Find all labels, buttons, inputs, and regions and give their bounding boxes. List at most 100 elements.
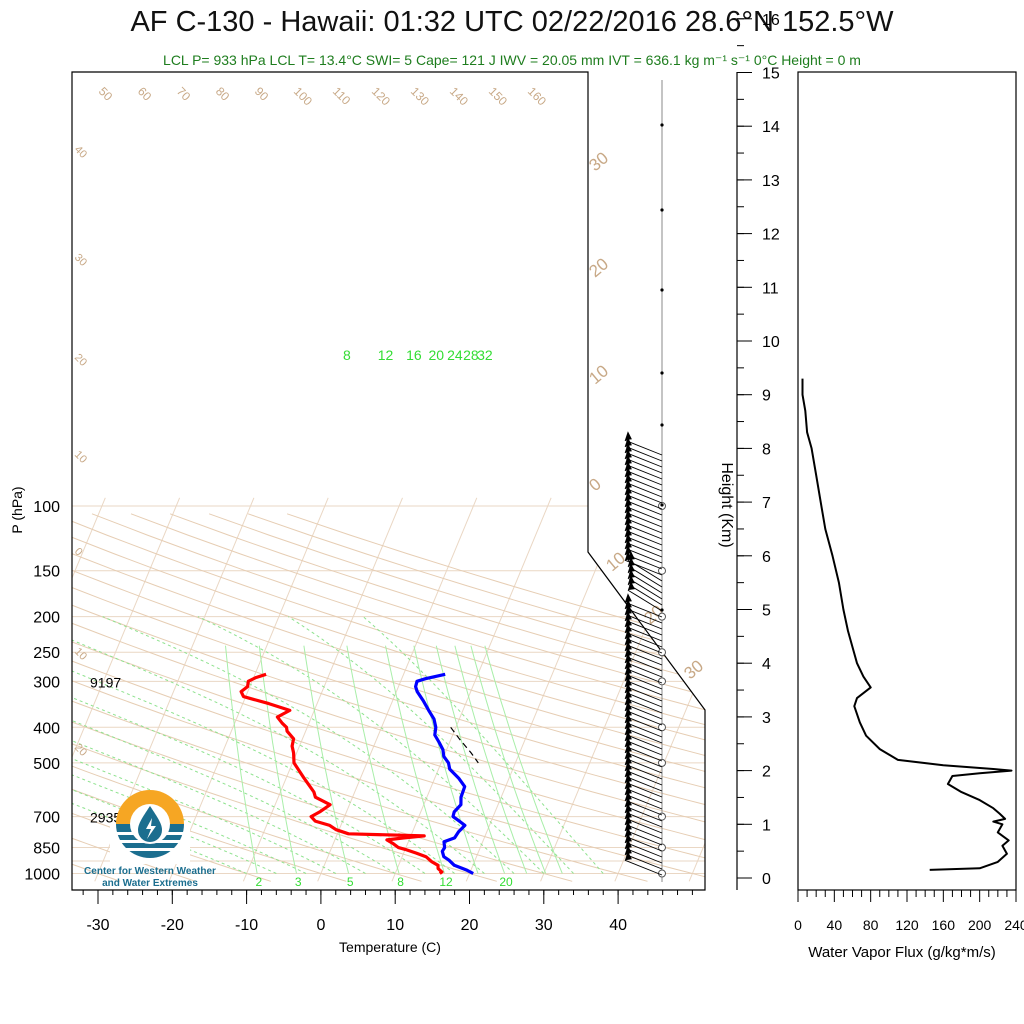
moist-adiabat-line (72, 691, 247, 874)
wind-barb-staff (624, 685, 663, 702)
height-tick-label: 4 (762, 656, 771, 673)
mixing-ratio-line (225, 645, 258, 874)
wind-barb-staff (624, 829, 663, 846)
mixing-ratio-bottom-label: 20 (499, 875, 513, 889)
isotherm-line (168, 497, 329, 882)
wind-barb-flag (624, 599, 632, 609)
height-tick-label: 16 (762, 12, 780, 29)
wind-barb-staff (624, 811, 663, 828)
moist-adiabat-right-label: 30 (585, 148, 612, 175)
wind-barb-staff (624, 739, 663, 756)
dry-adiabat-label: 130 (408, 84, 432, 108)
x-axis-label: Temperature (C) (339, 939, 441, 955)
flux-tick-label: 80 (863, 917, 879, 933)
wind-barb-flag (624, 647, 632, 657)
dry-adiabat-label: 110 (330, 84, 354, 108)
height-tick-label: 13 (762, 173, 780, 190)
wind-barb-flag (624, 683, 632, 693)
wind-barb-flag (624, 539, 632, 549)
dry-adiabat-line (72, 513, 271, 882)
wind-barb-staff (624, 439, 663, 456)
wind-barb-staff (624, 709, 663, 726)
wind-barb-flag (624, 677, 632, 687)
temperature-tick-label: 10 (386, 917, 404, 934)
dry-adiabat-label: 150 (486, 84, 510, 108)
wind-barb-staff (624, 787, 663, 804)
wind-barb-flag (624, 605, 632, 615)
moist-adiabat-line (72, 620, 396, 874)
wind-level-marker (658, 812, 666, 821)
wind-barb-flag (624, 821, 632, 831)
mixing-ratio-bottom-label: 2 (256, 875, 263, 889)
wind-barb-staff (624, 799, 663, 816)
dry-adiabat-label: 140 (447, 84, 471, 108)
moist-adiabat-right-label: 20 (585, 254, 612, 281)
mixing-ratio-bottom-label: 3 (295, 875, 302, 889)
pressure-tick-label: 850 (33, 841, 60, 858)
wind-barb-staff (624, 487, 663, 504)
chart-title: AF C-130 - Hawaii: 01:32 UTC 02/22/2016 … (130, 6, 894, 38)
dry-adiabat-label: 120 (369, 84, 393, 108)
mixing-ratio-bottom-label: 12 (439, 875, 453, 889)
dry-adiabat-line (247, 513, 705, 882)
wind-barb-flag (624, 713, 632, 723)
dry-adiabat-line (72, 513, 705, 882)
wind-barb-flag (624, 701, 632, 711)
wind-barb-staff (624, 769, 663, 786)
pressure-tick-label: 150 (33, 564, 60, 581)
wind-barb-flag (624, 461, 632, 471)
wind-barb-flag (624, 443, 632, 453)
cw3e-logo-icon (110, 790, 190, 864)
mixing-ratio-label: 32 (477, 347, 493, 363)
dry-adiabat-line (72, 513, 705, 882)
dry-adiabat-line (72, 513, 705, 882)
wind-barb-staff (624, 625, 663, 642)
wind-barb-staff (624, 691, 663, 708)
wind-barb-staff (624, 859, 663, 876)
wind-barb-flag (624, 503, 632, 513)
wind-barb-flag (624, 467, 632, 477)
wind-barb-flag (624, 833, 632, 843)
wind-barb-flag (627, 557, 635, 567)
temperature-tick-label: 30 (535, 917, 553, 934)
pressure-tick-label: 500 (33, 756, 60, 773)
dry-adiabat-label: 80 (213, 84, 233, 104)
wind-barb-flag (624, 617, 632, 627)
wind-barb-staff (624, 763, 663, 780)
dry-adiabat-line (286, 513, 705, 882)
dry-adiabat-label: 90 (252, 84, 272, 104)
dewpoint-line (239, 672, 444, 875)
wind-barb-staff (624, 637, 663, 654)
wind-level-marker (658, 843, 666, 852)
height-tick-label: 6 (762, 549, 771, 566)
wind-barb-staff (624, 649, 663, 666)
wind-barb-flag (627, 569, 635, 579)
wind-barb-staff (624, 655, 663, 672)
wind-barb-staff (624, 463, 663, 480)
dry-adiabat-label: 160 (525, 84, 549, 108)
wind-barb-flag (624, 671, 632, 681)
mixing-ratio-line (435, 645, 506, 874)
mixing-ratio-label: 16 (406, 347, 422, 363)
wind-barb-staff (624, 673, 663, 690)
wind-barb-flag (624, 455, 632, 465)
wind-barb-staff (624, 469, 663, 486)
temperature-left-label: 20 (72, 352, 89, 369)
moist-adiabat-right-label: 30 (680, 656, 707, 683)
dry-adiabat-label: 100 (291, 84, 315, 108)
wind-barb-flag (624, 431, 632, 441)
wind-barb-flag (627, 551, 635, 561)
logo-text-line2: and Water Extremes (102, 878, 198, 889)
height-tick-label: 11 (762, 280, 779, 297)
mixing-ratio-label: 8 (343, 347, 351, 363)
wind-barb-flag (624, 689, 632, 699)
wind-barb-flag (624, 533, 632, 543)
height-tick-label: 12 (762, 227, 780, 244)
wind-barb-flag (624, 725, 632, 735)
mixing-ratio-bottom-label: 8 (397, 875, 404, 889)
mixing-ratio-bottom-label: 5 (347, 875, 354, 889)
wind-dot (660, 423, 664, 427)
wind-barb-flag (624, 449, 632, 459)
